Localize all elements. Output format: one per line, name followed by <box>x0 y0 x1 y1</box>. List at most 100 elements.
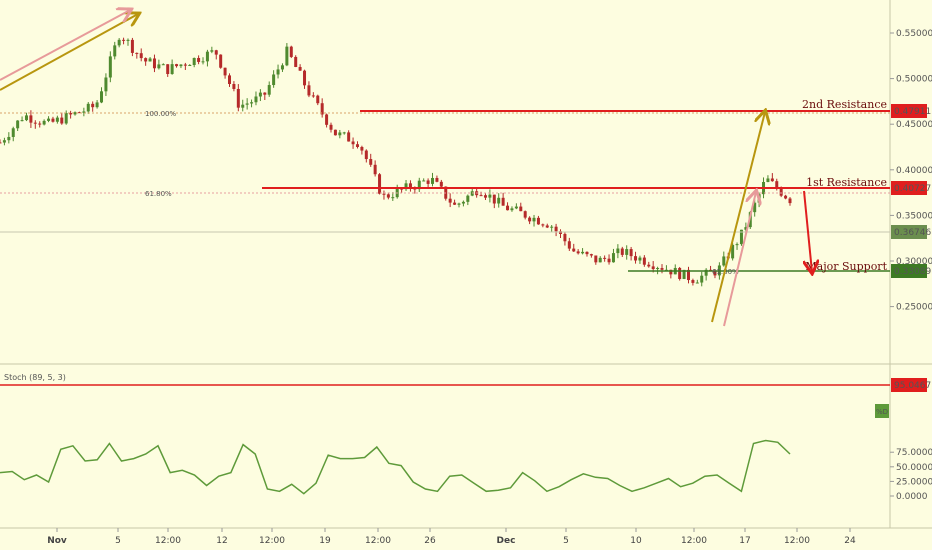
stoch-title: Stoch (89, 5, 3) <box>4 373 66 382</box>
candle-body <box>766 178 770 182</box>
candle-body <box>329 124 333 130</box>
candle-body <box>351 141 355 145</box>
candle-body <box>757 194 761 203</box>
candle-body <box>457 203 461 205</box>
candle-body <box>408 183 412 189</box>
price-tick-label: 0.50000 <box>896 75 932 85</box>
major-support-label: Major Support <box>805 260 887 273</box>
candle-body <box>170 64 174 75</box>
candle-body <box>333 129 337 136</box>
main-plot-background <box>0 0 890 363</box>
candle-body <box>245 103 249 105</box>
time-tick-label: 19 <box>319 536 331 546</box>
stoch-d-line <box>0 439 791 495</box>
candle-body <box>130 39 134 53</box>
candle-body <box>735 244 739 246</box>
candle-body <box>148 58 152 62</box>
time-tick-label: 24 <box>844 536 856 546</box>
candle-body <box>523 211 527 218</box>
candle-body <box>439 181 443 187</box>
candle-body <box>267 85 271 95</box>
candle-body <box>11 128 15 137</box>
candle-body <box>86 103 90 112</box>
candle-body <box>510 208 514 211</box>
candle-body <box>285 46 289 66</box>
candle-body <box>347 132 351 142</box>
time-tick-label: 12 <box>216 536 227 546</box>
candle-body <box>660 268 664 270</box>
candle-body <box>775 181 779 189</box>
candle-body <box>263 92 267 95</box>
candle-body <box>294 56 298 67</box>
candle-body <box>250 102 254 104</box>
candle-body <box>585 251 589 255</box>
candle-body <box>431 177 435 184</box>
candle-body <box>82 111 86 113</box>
stoch-tick-label: 25.0000 <box>896 477 932 487</box>
fib-618-label: 61.80% <box>145 190 172 198</box>
candle-body <box>528 217 532 222</box>
candle-body <box>611 253 615 263</box>
candle-body <box>567 241 571 249</box>
first-resistance-tag <box>891 181 927 195</box>
candle-body <box>135 52 139 54</box>
candle-body <box>117 39 121 46</box>
fib-100-label: 100.00% <box>145 110 176 118</box>
candle-body <box>744 227 748 230</box>
candle-body <box>276 69 280 75</box>
candle-body <box>183 64 187 66</box>
candle-body <box>378 174 382 194</box>
candle-body <box>355 144 359 147</box>
stoch-series-label: %D <box>876 408 888 416</box>
candle-body <box>536 217 540 225</box>
candle-body <box>289 46 293 57</box>
candle-body <box>656 268 660 270</box>
candle-body <box>731 244 735 259</box>
price-tick-label: 0.45000 <box>896 120 932 130</box>
candle-body <box>104 77 108 92</box>
candle-body <box>342 132 346 134</box>
candle-body <box>483 195 487 198</box>
candle-body <box>647 264 651 267</box>
time-tick-label: 5 <box>115 536 121 546</box>
candle-body <box>682 269 686 279</box>
candle-body <box>254 96 258 103</box>
candle-body <box>413 188 417 190</box>
candle-body <box>236 88 240 108</box>
stoch-tick-label: 0.0000 <box>896 492 928 502</box>
candle-body <box>713 271 717 276</box>
candle-body <box>695 282 699 284</box>
price-tick-label: 0.40000 <box>896 166 932 176</box>
candle-body <box>360 146 364 151</box>
candle-body <box>492 194 496 204</box>
candle-body <box>241 104 245 108</box>
candle-body <box>678 267 682 279</box>
candle-body <box>100 91 104 103</box>
candle-body <box>779 188 783 196</box>
candle-body <box>197 57 201 62</box>
candle-body <box>422 180 426 182</box>
stoch-level-tag <box>891 378 927 392</box>
candle-body <box>338 132 342 136</box>
last-price-tag <box>891 225 927 239</box>
candle-body <box>29 115 33 123</box>
time-tick-label: 12:00 <box>259 536 285 546</box>
candle-body <box>364 150 368 160</box>
candle-body <box>77 112 81 114</box>
candle-body <box>642 257 646 265</box>
candle-body <box>325 114 329 125</box>
candle-body <box>73 112 77 115</box>
candle-body <box>24 115 28 121</box>
time-tick-label: 12:00 <box>365 536 391 546</box>
stoch-axis: 75.0000 50.0000 25.0000 0.0000 <box>890 448 932 502</box>
second-resistance-label: 2nd Resistance <box>802 98 887 111</box>
candle-body <box>581 251 585 254</box>
candle-body <box>0 142 2 144</box>
candle-body <box>227 75 231 84</box>
candle-body <box>7 136 11 141</box>
first-resistance-value: 0.40727 <box>894 184 931 194</box>
price-tick-label: 0.25000 <box>896 303 932 313</box>
candle-body <box>298 66 302 71</box>
candle-body <box>33 122 37 124</box>
